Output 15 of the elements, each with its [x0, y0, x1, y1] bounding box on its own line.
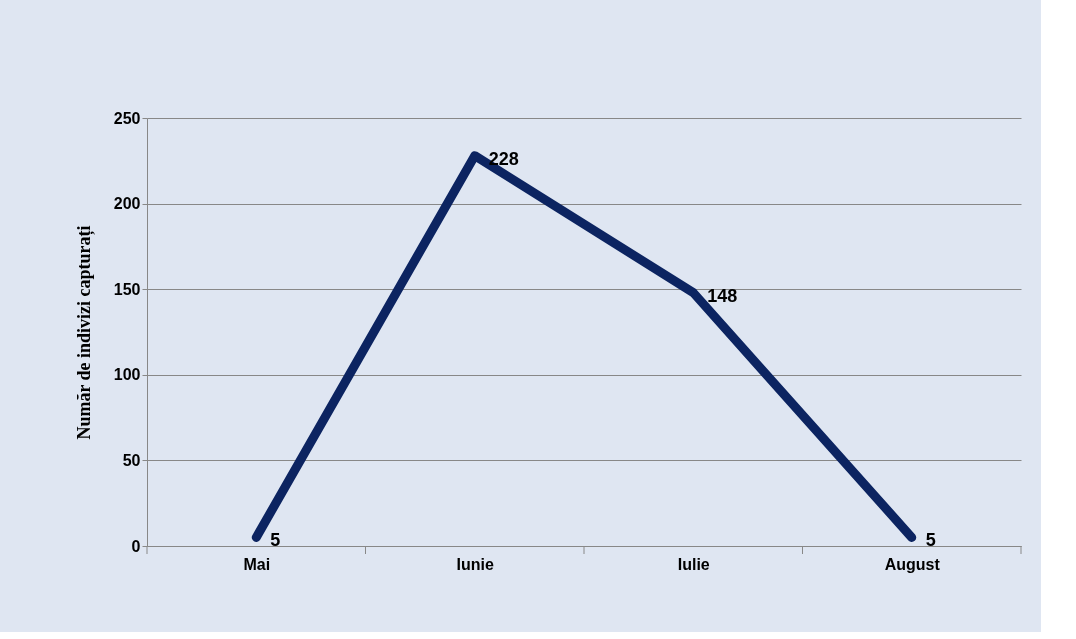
- y-tick-label: 100: [113, 366, 141, 384]
- y-tick-label: 150: [113, 280, 141, 298]
- y-tick-label: 0: [131, 537, 141, 555]
- x-tick-label: Iunie: [456, 555, 495, 573]
- y-tick-label: 50: [122, 451, 141, 469]
- x-tick-label: Iulie: [677, 555, 710, 573]
- y-axis-title: Număr de indivizi capturați: [73, 225, 95, 440]
- x-tick-label: August: [884, 555, 941, 573]
- y-tick-label: 200: [113, 195, 141, 213]
- y-tick-label: 250: [113, 109, 141, 127]
- data-label: 5: [925, 530, 936, 551]
- data-label: 228: [488, 148, 519, 169]
- data-label: 5: [270, 530, 281, 551]
- data-label: 148: [707, 285, 738, 306]
- x-tick-label: Mai: [243, 555, 271, 573]
